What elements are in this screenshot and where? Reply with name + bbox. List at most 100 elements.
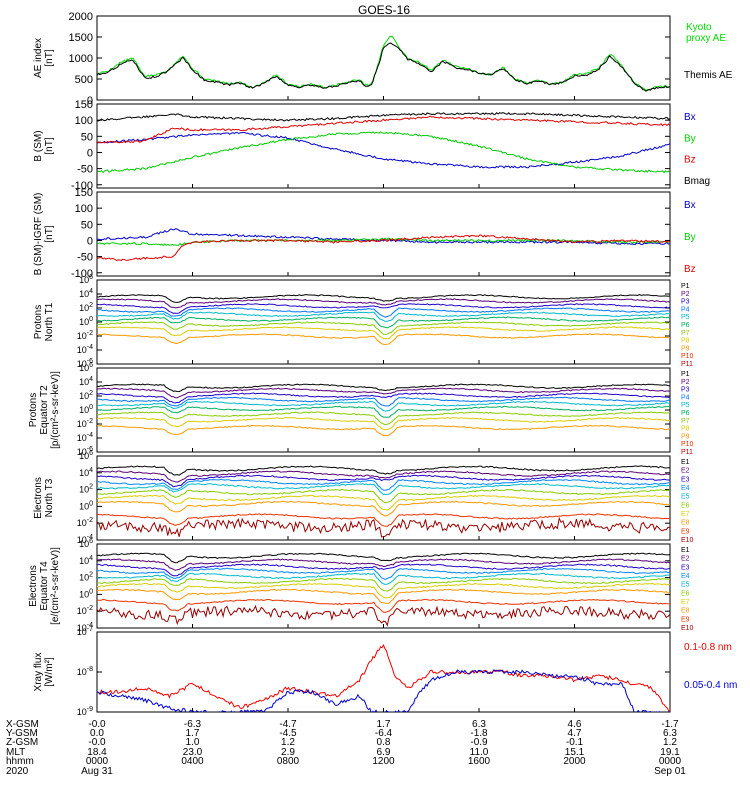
axis-value: Sep 01 <box>654 766 686 777</box>
channel-line-P3 <box>97 303 670 314</box>
channel-line-P9 <box>97 333 670 346</box>
series-line-Bx <box>97 131 670 169</box>
channel-label: P10 <box>681 441 694 448</box>
channel-line-E10 <box>97 516 670 538</box>
series-line-Bz <box>97 115 670 144</box>
channel-label: P4 <box>681 394 690 401</box>
y-tick-label: 10-8 <box>77 666 93 677</box>
y-axis-label: Protons <box>28 393 39 427</box>
y-axis-label: [W/m²] <box>44 657 55 687</box>
legend-label: Bz <box>684 264 696 275</box>
y-tick-label: 10-7 <box>77 626 93 637</box>
y-tick-label: 10-4 <box>77 622 93 633</box>
y-tick-label: 10-4 <box>77 534 93 545</box>
axis-value: -0.1 <box>566 737 584 748</box>
axis-value: -6.3 <box>184 719 202 730</box>
y-axis-label: North T1 <box>44 302 55 341</box>
y-tick-label: 10-2 <box>77 418 93 429</box>
channel-line-E1 <box>97 465 670 476</box>
panel-frame <box>96 543 671 629</box>
axis-value: 1.7 <box>186 728 200 739</box>
channel-line-E9 <box>97 513 670 527</box>
channel-line-P6 <box>97 405 670 418</box>
y-tick-label: 106 <box>79 274 93 285</box>
y-axis-label: Electrons <box>33 477 44 519</box>
y-tick-label: -50 <box>77 252 93 264</box>
channel-line-E5 <box>97 483 670 496</box>
channel-line-P3 <box>97 392 670 404</box>
series-line-By <box>97 131 670 174</box>
channel-label: P6 <box>681 410 690 417</box>
axis-value: 18.4 <box>87 747 107 758</box>
channel-label: P11 <box>681 449 693 456</box>
channel-label: P9 <box>681 345 690 352</box>
channel-line-E9 <box>97 598 670 613</box>
channel-label: E10 <box>681 537 694 544</box>
y-tick-label: 106 <box>79 450 93 461</box>
y-tick-label: 10-2 <box>77 330 93 341</box>
channel-label: P2 <box>681 379 690 386</box>
series-line-Themis AE <box>97 42 670 92</box>
y-tick-label: 10-6 <box>77 358 93 369</box>
series-line-Bz <box>97 234 670 262</box>
channel-label: P3 <box>681 387 690 394</box>
axis-value: 0.0 <box>90 728 104 739</box>
plot-area <box>97 228 670 262</box>
y-tick-label: 106 <box>79 538 93 549</box>
panel-frame <box>96 631 671 713</box>
y-tick-label: 100 <box>79 588 93 599</box>
channel-label: E8 <box>681 520 690 527</box>
panel-frame <box>96 191 671 277</box>
legend-label: Bz <box>684 155 696 166</box>
channel-line-E8 <box>97 500 670 517</box>
axis-row-label: MLT <box>6 747 25 758</box>
y-tick-label: 10-2 <box>77 605 93 616</box>
y-tick-label: 100 <box>79 500 93 511</box>
axis-value: -0.0 <box>88 737 106 748</box>
channel-label: E8 <box>681 608 690 615</box>
y-tick-label: 10-9 <box>77 706 93 717</box>
channel-line-E6 <box>97 488 670 504</box>
channel-line-P2 <box>97 387 670 399</box>
channel-label: E9 <box>681 616 690 623</box>
channel-line-P1 <box>97 294 670 303</box>
channel-label: E2 <box>681 468 690 475</box>
y-axis-label: AE index <box>33 38 44 78</box>
y-tick-label: 10-6 <box>77 446 93 457</box>
panel-et3: 10-4 10-2 100 102 104 106 Electrons North T3 E1 E… <box>33 450 694 545</box>
series-line-Bmag <box>97 111 670 122</box>
axis-value: 2.9 <box>281 747 295 758</box>
y-tick-label: 104 <box>79 376 93 387</box>
axis-value: 4.7 <box>568 728 582 739</box>
y-tick-label: 2000 <box>69 11 93 23</box>
series-line-0.1-0.8 nm <box>97 643 670 712</box>
axis-value: 1600 <box>468 756 491 767</box>
legend-label: Themis AE <box>684 70 733 81</box>
y-tick-label: 10-4 <box>77 344 93 355</box>
channel-line-E10 <box>97 604 670 627</box>
y-axis-label: Electrons <box>28 565 39 607</box>
y-tick-label: 50 <box>81 219 93 231</box>
axis-value: -1.7 <box>661 719 679 730</box>
channel-label: E4 <box>681 485 690 492</box>
channel-label: P4 <box>681 306 690 313</box>
channel-label: E10 <box>681 625 694 632</box>
channel-label: P7 <box>681 418 690 425</box>
channel-line-E3 <box>97 474 670 488</box>
y-axis-label: [nT] <box>44 225 55 242</box>
axis-row-label: hhmm <box>6 756 34 767</box>
legend-label: By <box>684 133 696 144</box>
series-line-0.05-0.4 nm <box>97 669 670 712</box>
y-tick-label: 102 <box>79 484 93 495</box>
legend-label: Bmag <box>684 176 710 187</box>
plot-area <box>97 643 670 712</box>
axis-value: 4.6 <box>568 719 582 730</box>
channel-label: E6 <box>681 590 690 597</box>
channel-label: P6 <box>681 322 690 329</box>
axis-value: 6.3 <box>472 719 486 730</box>
axis-value: 0800 <box>277 756 300 767</box>
axis-row-label: X-GSM <box>6 719 39 730</box>
channel-label: P8 <box>681 338 690 345</box>
channel-line-P6 <box>97 316 670 329</box>
